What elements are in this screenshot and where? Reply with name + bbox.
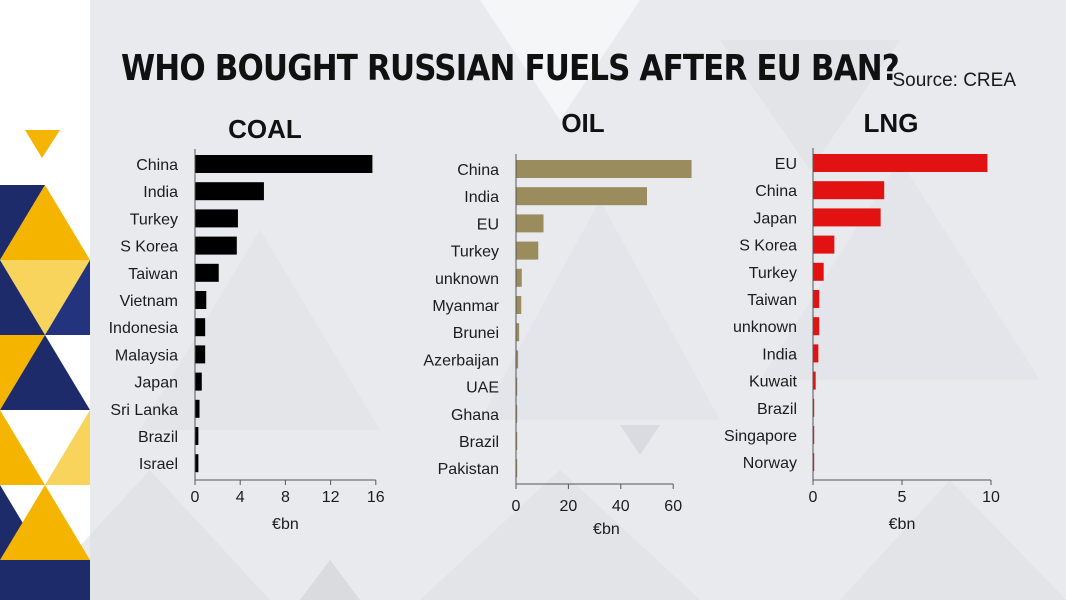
lng-bar-eu [813,154,988,172]
oil-bar-myanmar [516,296,522,314]
lng-category-label: Japan [753,210,797,227]
oil-category-label: Azerbaijan [423,352,499,369]
lng-bar-unknown [813,317,820,336]
coal-bar-malaysia [195,345,206,364]
coal-tick-label: 8 [281,489,290,506]
coal-bar-s-korea [195,236,237,255]
coal-tick-label: 4 [236,489,245,506]
lng-tick-label: 5 [898,489,907,506]
oil-bar-turkey [516,241,539,260]
lng-bar-japan [813,208,881,227]
lng-category-label: unknown [733,319,797,336]
oil-category-label: EU [477,216,499,233]
oil-bar-india [516,187,647,206]
lng-tick-label: 10 [982,489,1000,506]
oil-category-label: Brunei [453,325,499,342]
oil-bar-pakistan [516,459,518,478]
lng-category-label: S Korea [739,238,797,255]
coal-category-label: Turkey [130,211,178,228]
coal-category-label: Vietnam [120,293,178,310]
coal-bar-sri-lanka [195,399,200,418]
oil-tick-label: 0 [512,498,521,515]
lng-bar-kuwait [813,371,816,390]
oil-category-label: India [464,189,499,206]
oil-bar-brazil [516,432,518,450]
coal-bar-brazil [195,427,199,445]
lng-category-label: China [755,183,797,200]
lng-bar-india [813,344,819,363]
oil-category-label: UAE [466,380,499,397]
oil-bar-uae [516,377,518,396]
oil-category-label: Brazil [459,434,499,451]
lng-bar-norway [813,453,815,472]
coal-tick-label: 0 [191,489,200,506]
oil-category-label: unknown [435,271,499,288]
coal-bar-india [195,182,264,201]
lng-bar-turkey [813,262,824,281]
lng-category-label: EU [775,156,797,173]
coal-bar-japan [195,372,202,391]
coal-category-label: Indonesia [109,320,178,337]
oil-chart-title: OIL [561,108,604,138]
oil-category-label: Pakistan [438,461,499,478]
triangle-logo-icon [25,130,60,158]
oil-category-label: China [457,162,499,179]
lng-tick-label: 0 [809,489,818,506]
lng-category-label: India [762,346,797,363]
oil-chart: OIL China India EU Turkey unknown Myanmar Brune… [423,108,692,538]
lng-bar-brazil [813,398,815,417]
oil-bar-china [516,160,692,178]
coal-category-label: Sri Lanka [110,402,178,419]
coal-category-label: India [143,184,178,201]
oil-category-label: Turkey [451,244,499,261]
lng-category-label: Singapore [724,428,797,445]
oil-bar-azerbaijan [516,350,519,369]
lng-chart-title: LNG [864,108,919,138]
coal-bar-indonesia [195,318,206,337]
coal-tick-label: 12 [322,489,340,506]
coal-category-label: Malaysia [115,347,178,364]
coal-x-axis-unit: €bn [272,516,299,533]
oil-bar-brunei [516,323,520,342]
coal-bar-taiwan [195,263,219,282]
page-title: WHO BOUGHT RUSSIAN FUELS AFTER EU BAN? [121,48,900,89]
coal-bar-israel [195,454,199,473]
coal-category-label: Taiwan [128,266,178,283]
oil-x-axis-unit: €bn [593,521,620,538]
lng-bar-s-korea [813,235,835,254]
coal-chart: COAL China India Turkey S Korea Taiwan Vietnam… [109,114,385,533]
oil-category-label: Ghana [451,407,499,424]
oil-bar-unknown [516,268,522,287]
coal-chart-title: COAL [228,114,302,144]
oil-bar-eu [516,214,544,233]
oil-bar-ghana [516,404,518,423]
lng-bar-singapore [813,426,815,444]
lng-category-label: Norway [743,455,797,472]
coal-category-label: S Korea [120,239,178,256]
oil-tick-label: 20 [560,498,578,515]
coal-category-label: Brazil [138,429,178,446]
coal-bar-china [195,155,373,173]
oil-tick-label: 60 [664,498,682,515]
coal-category-label: Israel [139,456,178,473]
lng-category-label: Brazil [757,401,797,418]
coal-tick-label: 16 [367,489,385,506]
coal-bar-turkey [195,209,238,228]
lng-category-label: Kuwait [749,374,798,391]
coal-category-label: Japan [134,375,178,392]
oil-category-label: Myanmar [432,298,499,315]
source-label: Source: CREA [892,70,1016,91]
lng-x-axis-unit: €bn [889,516,916,533]
lng-chart: LNG EU China Japan S Korea Turkey Taiwan unknow… [724,108,1000,533]
lng-category-label: Taiwan [747,292,797,309]
lng-bar-taiwan [813,290,820,308]
oil-tick-label: 40 [612,498,630,515]
coal-bar-vietnam [195,291,207,309]
lng-bar-china [813,181,885,200]
coal-category-label: China [136,157,178,174]
lng-category-label: Turkey [749,265,797,282]
